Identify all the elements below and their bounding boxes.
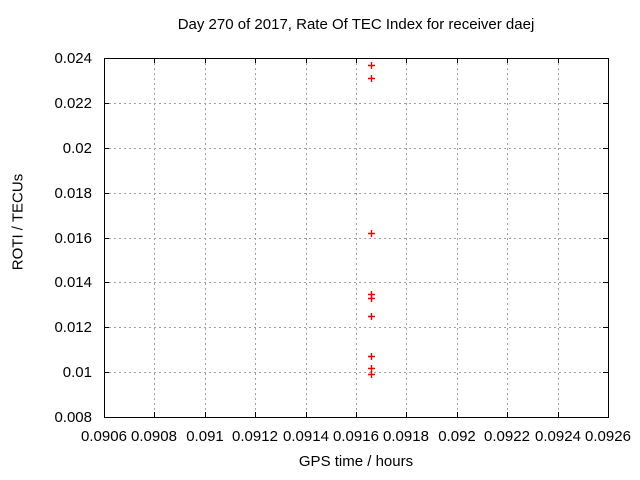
x-axis-label: GPS time / hours (298, 453, 414, 470)
x-tick-label: 0.0906 (81, 428, 127, 445)
chart-title: Day 270 of 2017, Rate Of TEC Index for r… (177, 16, 535, 33)
y-tick-label: 0.014 (54, 274, 92, 291)
data-point-marker (368, 365, 375, 372)
x-tick-label: 0.0926 (585, 428, 631, 445)
data-point-marker (368, 230, 375, 237)
data-point-marker (368, 371, 375, 378)
x-tick-label: 0.0924 (535, 428, 581, 445)
x-tick-label: 0.0918 (383, 428, 429, 445)
y-tick-label: 0.01 (63, 364, 92, 381)
data-point-marker (368, 313, 375, 320)
x-tick-label: 0.0916 (333, 428, 379, 445)
y-tick-label: 0.024 (54, 50, 92, 67)
x-tick-label: 0.0908 (131, 428, 177, 445)
y-tick-label: 0.018 (54, 185, 92, 202)
x-tick-label: 0.0912 (232, 428, 278, 445)
x-tick-label: 0.091 (186, 428, 224, 445)
y-tick-label: 0.012 (54, 319, 92, 336)
y-tick-label: 0.008 (54, 409, 92, 426)
data-point-marker (368, 353, 375, 360)
y-tick-label: 0.016 (54, 230, 92, 247)
data-point-marker (368, 75, 375, 82)
y-tick-label: 0.02 (63, 140, 92, 157)
y-tick-label: 0.022 (54, 95, 92, 112)
x-tick-label: 0.0922 (484, 428, 530, 445)
x-tick-label: 0.092 (438, 428, 476, 445)
x-tick-label: 0.0914 (283, 428, 329, 445)
data-point-marker (368, 295, 375, 302)
data-point-marker (368, 62, 375, 69)
plot-border (104, 58, 609, 418)
